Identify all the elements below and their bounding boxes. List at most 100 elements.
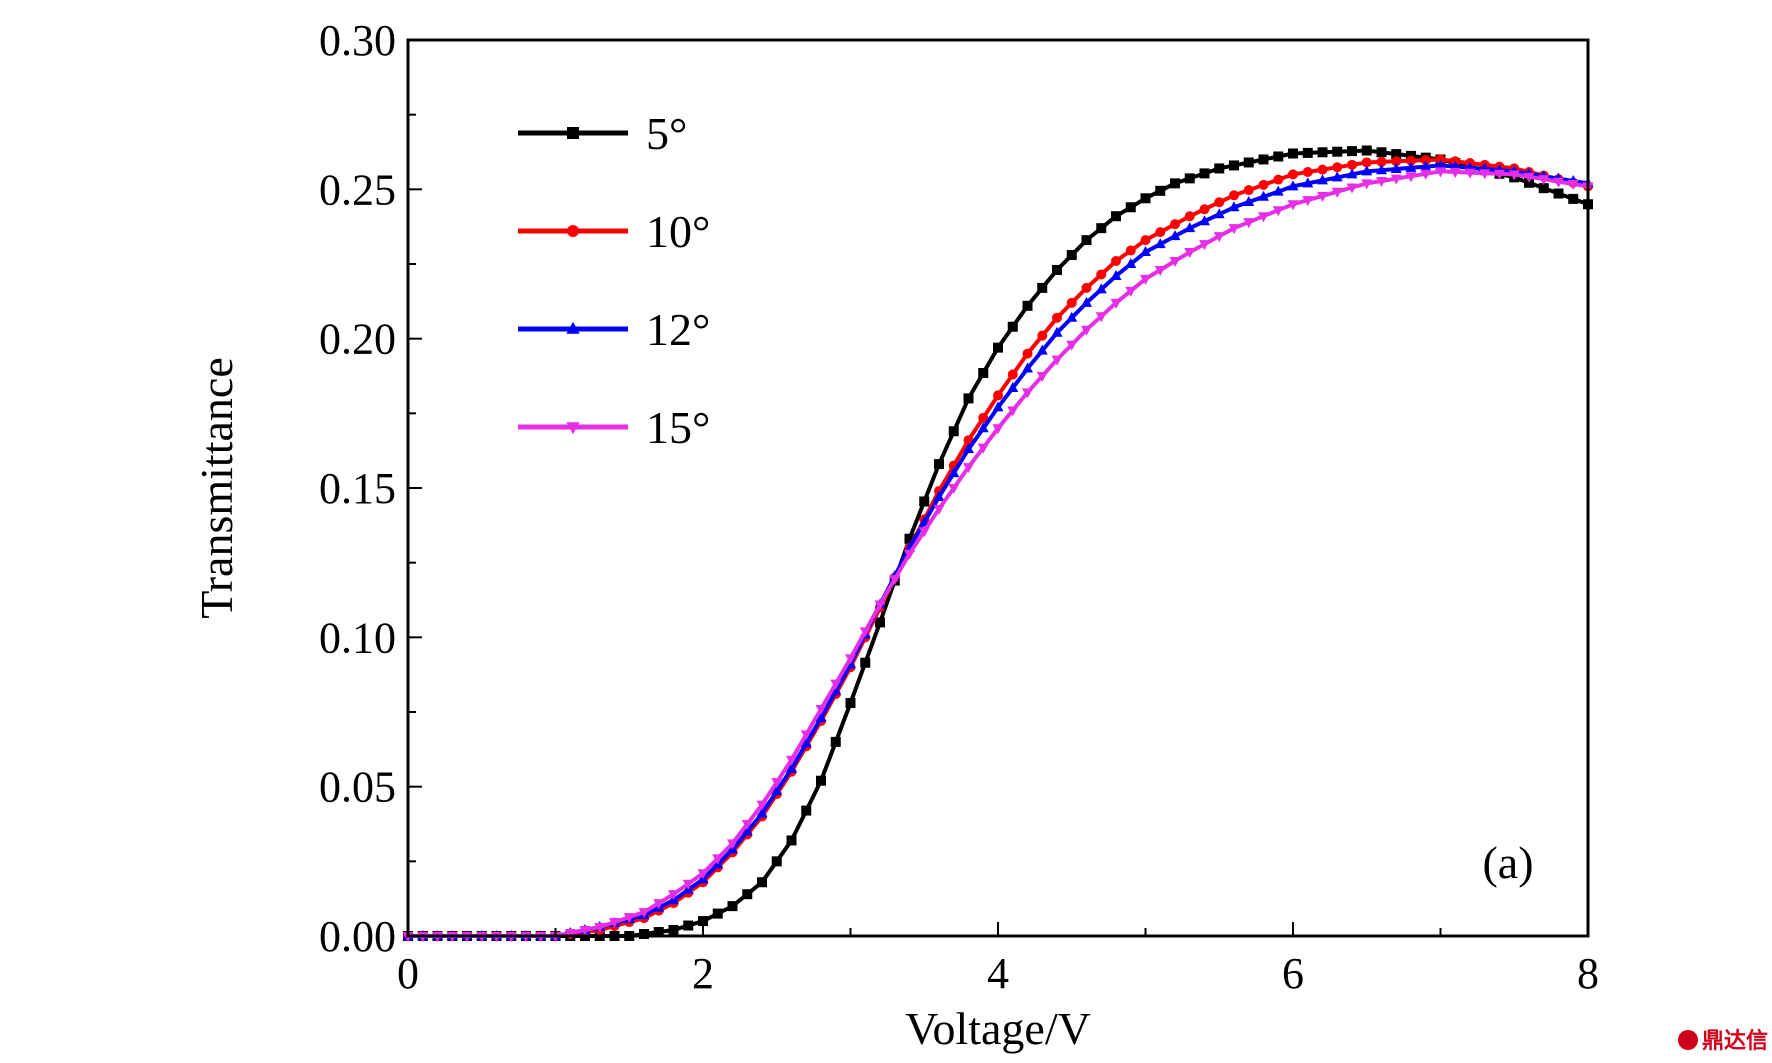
x-tick-label: 6: [1282, 949, 1304, 998]
data-point-marker: [1095, 283, 1107, 294]
data-point-marker: [1096, 269, 1107, 280]
data-point-marker: [1420, 160, 1432, 171]
data-point-marker: [1170, 219, 1180, 230]
data-point-marker: [830, 736, 841, 747]
data-point-marker: [1036, 344, 1048, 355]
data-point-marker: [1125, 286, 1137, 297]
data-point-marker: [1110, 269, 1122, 280]
data-point-marker: [623, 913, 635, 924]
data-point-marker: [1273, 174, 1284, 185]
data-point-marker: [918, 527, 930, 538]
data-point-marker: [1376, 164, 1387, 175]
data-point-marker: [1435, 167, 1446, 178]
data-point-marker: [874, 600, 886, 611]
data-point-marker: [1258, 154, 1269, 165]
axis-tick-labels: 0 2 4 6 8 0.00 0.05 0.10 0.15 0.20 0.25 0.30: [319, 16, 1599, 998]
axis-ticks: [407, 39, 1589, 937]
data-point-marker: [1288, 148, 1298, 159]
data-point-marker: [963, 443, 974, 454]
data-point-marker: [816, 775, 826, 786]
data-point-marker: [1155, 227, 1166, 238]
data-point-marker: [830, 679, 842, 690]
data-point-marker: [1332, 162, 1343, 173]
data-point-marker: [1405, 172, 1417, 183]
data-point-marker: [1538, 183, 1549, 194]
data-point-marker: [756, 800, 768, 811]
data-point-marker: [741, 820, 753, 830]
data-point-marker: [712, 908, 723, 919]
data-point-marker: [1390, 163, 1402, 174]
data-point-marker: [771, 785, 783, 796]
data-point-marker: [1213, 208, 1225, 219]
data-point-marker: [1111, 211, 1121, 222]
data-point-marker: [1169, 257, 1181, 268]
data-point-marker: [683, 920, 694, 931]
data-point-marker: [1096, 223, 1107, 234]
data-point-marker: [1051, 355, 1063, 366]
data-point-marker: [1302, 167, 1313, 178]
data-point-marker: [1567, 179, 1579, 190]
data-point-marker: [830, 685, 842, 696]
data-point-marker: [771, 856, 782, 867]
data-point-marker: [933, 490, 945, 501]
legend-item: 12°: [518, 304, 710, 355]
legend-label: 5°: [646, 108, 687, 159]
series-3: [402, 167, 1594, 942]
data-point-marker: [1214, 197, 1225, 208]
data-point-marker: [1346, 183, 1358, 194]
data-point-marker: [889, 575, 901, 586]
data-point-marker: [948, 426, 959, 437]
data-point-marker: [993, 342, 1003, 353]
data-point-marker: [815, 705, 827, 716]
data-point-marker: [1390, 174, 1402, 185]
data-point-marker: [727, 839, 738, 850]
data-point-marker: [1302, 177, 1314, 188]
data-point-marker: [1288, 169, 1298, 180]
data-point-marker: [963, 393, 974, 404]
series-layer: [402, 145, 1594, 942]
data-point-marker: [1464, 168, 1476, 179]
data-point-marker: [579, 926, 591, 937]
data-point-marker: [653, 899, 665, 910]
data-point-marker: [1346, 168, 1358, 179]
data-point-marker: [1066, 250, 1077, 261]
data-point-marker: [1213, 232, 1225, 243]
data-point-marker: [1169, 230, 1181, 241]
data-point-marker: [1420, 155, 1431, 166]
data-point-marker: [1449, 168, 1461, 179]
data-point-marker: [1022, 300, 1033, 311]
data-point-marker: [1243, 157, 1254, 168]
y-tick-label: 0.10: [319, 613, 396, 662]
data-point-marker: [1111, 256, 1121, 267]
data-point-marker: [875, 617, 885, 628]
data-point-marker: [1022, 348, 1033, 359]
data-point-marker: [1435, 159, 1446, 170]
data-point-marker: [741, 825, 753, 836]
data-point-marker: [1140, 246, 1151, 257]
data-point-marker: [815, 711, 827, 722]
data-point-marker: [1199, 168, 1210, 179]
y-tick-label: 0.00: [319, 912, 396, 961]
data-point-marker: [1066, 297, 1077, 308]
data-point-marker: [1568, 193, 1579, 204]
data-point-marker: [697, 869, 709, 880]
series-line: [408, 163, 1589, 938]
data-point-marker: [1553, 177, 1564, 188]
series-0: [403, 145, 1593, 941]
data-point-marker: [1479, 169, 1491, 180]
legend-label: 10°: [646, 206, 710, 257]
data-point-marker: [963, 463, 974, 474]
data-point-marker: [1420, 169, 1432, 180]
data-point-marker: [1317, 164, 1328, 175]
data-point-marker: [1376, 176, 1387, 187]
data-point-marker: [1081, 282, 1092, 293]
legend-label: 15°: [646, 402, 710, 453]
data-point-marker: [933, 504, 945, 515]
data-point-marker: [1361, 145, 1372, 156]
data-point-marker: [1184, 211, 1195, 222]
data-point-marker: [1007, 369, 1018, 380]
x-axis-label: Voltage/V: [905, 1003, 1091, 1054]
data-point-marker: [1214, 163, 1225, 174]
data-point-marker: [1007, 321, 1018, 332]
